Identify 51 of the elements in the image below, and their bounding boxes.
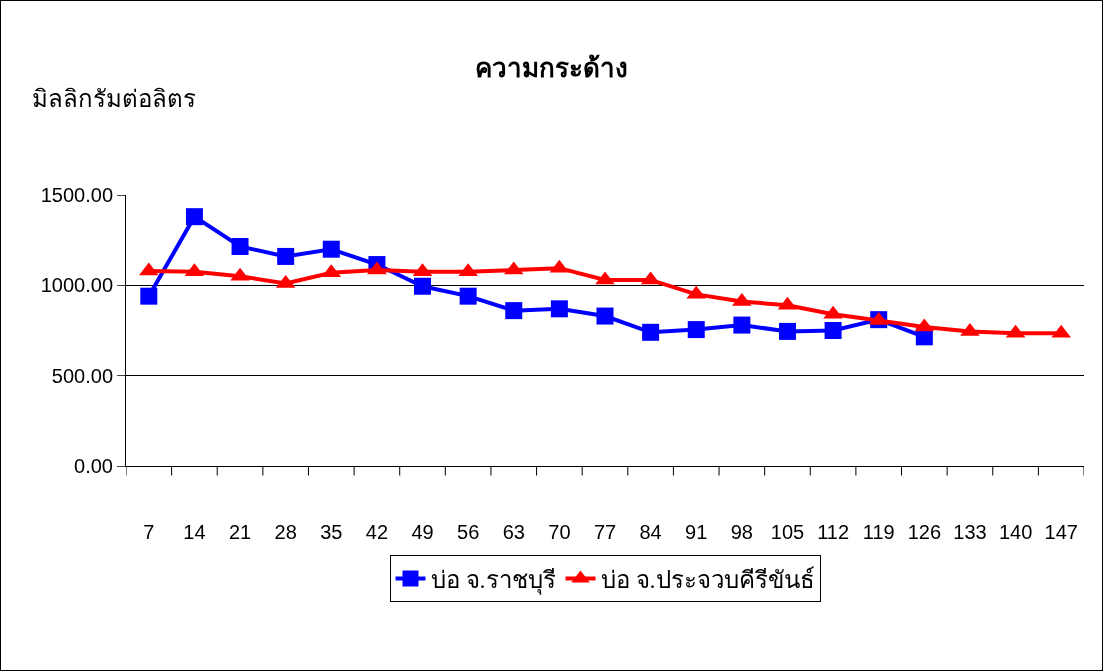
point	[824, 322, 842, 339]
point	[140, 287, 158, 305]
point	[505, 302, 523, 320]
x-tick-label: 14	[183, 521, 206, 543]
x-tick-label: 119	[862, 521, 895, 543]
x-tick-label: 147	[1044, 521, 1078, 543]
point	[778, 322, 796, 340]
x-tick-label: 84	[639, 521, 662, 543]
y-axis-title: มิลลิกรัมต่อลิตร	[32, 86, 196, 112]
x-tick-label: 35	[320, 521, 343, 543]
x-tick-label: 126	[907, 521, 942, 543]
point	[1051, 324, 1071, 338]
point	[595, 271, 615, 285]
x-tick-label: 28	[274, 521, 297, 543]
x-tick-label: 105	[770, 521, 805, 543]
point	[687, 321, 705, 339]
x-tick-label: 7	[143, 521, 155, 543]
point	[458, 263, 478, 277]
x-tick-label: 133	[953, 521, 987, 543]
x-tick-label: 49	[411, 521, 434, 543]
x-tick-label: 70	[548, 521, 571, 543]
y-tick-label: 500.00	[51, 364, 113, 387]
y-tick-label: 1000.00	[40, 274, 113, 297]
x-tick-label: 21	[228, 521, 252, 543]
point	[550, 300, 568, 318]
y-tick-label: 0.00	[74, 455, 113, 477]
point	[367, 261, 387, 275]
x-tick-label: 91	[685, 521, 708, 543]
point	[596, 307, 614, 325]
point	[230, 267, 250, 281]
point	[277, 247, 295, 265]
x-tick-label: 112	[817, 521, 850, 543]
point	[642, 323, 660, 341]
x-tick-label: 77	[593, 521, 617, 543]
x-tick-label: 98	[730, 521, 753, 543]
point	[322, 240, 340, 258]
x-tick-label: 63	[502, 521, 525, 543]
point	[960, 322, 980, 336]
x-tick-label: 140	[998, 521, 1033, 543]
y-tick-label: 1500.00	[40, 184, 113, 206]
x-tick-label: 42	[365, 521, 389, 543]
x-tick-label: 56	[457, 521, 480, 543]
legend-label: บ่อ จ.ประจวบคีรีขันธ์	[600, 565, 815, 593]
point	[139, 262, 159, 276]
point	[414, 277, 432, 295]
point	[733, 316, 751, 334]
point	[459, 287, 477, 305]
point	[823, 305, 843, 319]
chart-title: ความกระด้าง	[475, 54, 628, 83]
legend-label: บ่อ จ.ราชบุรี	[430, 566, 556, 595]
point	[231, 237, 249, 255]
